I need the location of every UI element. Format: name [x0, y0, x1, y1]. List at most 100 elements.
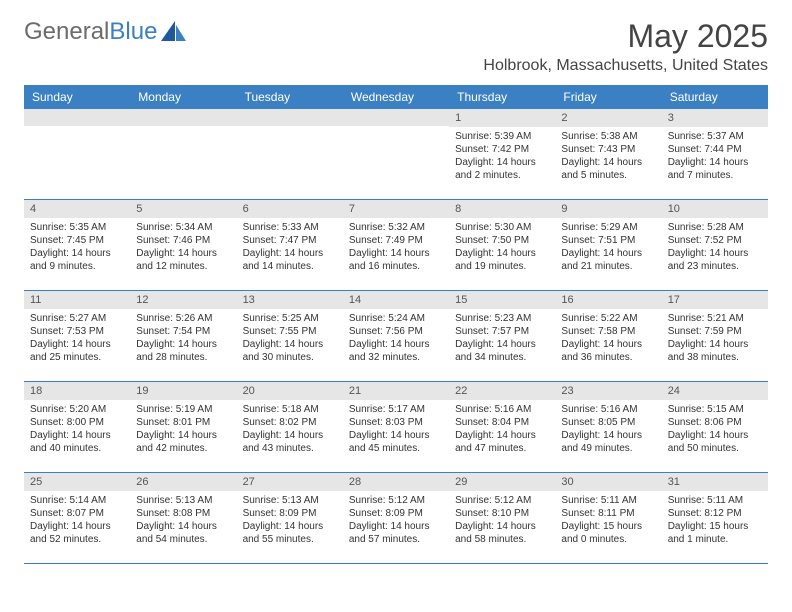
- sunset-line: Sunset: 8:04 PM: [455, 416, 549, 429]
- day-cell: 17Sunrise: 5:21 AMSunset: 7:59 PMDayligh…: [662, 291, 768, 381]
- sunrise-line: Sunrise: 5:24 AM: [349, 312, 443, 325]
- day-cell: 4Sunrise: 5:35 AMSunset: 7:45 PMDaylight…: [24, 200, 130, 290]
- sunset-line: Sunset: 7:58 PM: [561, 325, 655, 338]
- day-cell: 26Sunrise: 5:13 AMSunset: 8:08 PMDayligh…: [130, 473, 236, 563]
- weekday-header: Wednesday: [343, 85, 449, 109]
- daylight-line: Daylight: 14 hours and 7 minutes.: [668, 156, 762, 182]
- sunrise-line: Sunrise: 5:14 AM: [30, 494, 124, 507]
- calendar-page: GeneralBlue May 2025 Holbrook, Massachus…: [0, 0, 792, 612]
- week-row: 1Sunrise: 5:39 AMSunset: 7:42 PMDaylight…: [24, 109, 768, 200]
- sunset-line: Sunset: 7:54 PM: [136, 325, 230, 338]
- daylight-line: Daylight: 14 hours and 49 minutes.: [561, 429, 655, 455]
- day-number: 20: [237, 382, 343, 400]
- daylight-line: Daylight: 14 hours and 40 minutes.: [30, 429, 124, 455]
- sunset-line: Sunset: 7:59 PM: [668, 325, 762, 338]
- sunrise-line: Sunrise: 5:13 AM: [136, 494, 230, 507]
- calendar: SundayMondayTuesdayWednesdayThursdayFrid…: [24, 85, 768, 564]
- daylight-line: Daylight: 14 hours and 55 minutes.: [243, 520, 337, 546]
- sunrise-line: Sunrise: 5:38 AM: [561, 130, 655, 143]
- day-cell: 3Sunrise: 5:37 AMSunset: 7:44 PMDaylight…: [662, 109, 768, 199]
- daylight-line: Daylight: 14 hours and 25 minutes.: [30, 338, 124, 364]
- day-number: 28: [343, 473, 449, 491]
- day-cell: 8Sunrise: 5:30 AMSunset: 7:50 PMDaylight…: [449, 200, 555, 290]
- day-number: 10: [662, 200, 768, 218]
- day-number: 2: [555, 109, 661, 127]
- day-cell: 29Sunrise: 5:12 AMSunset: 8:10 PMDayligh…: [449, 473, 555, 563]
- sail-icon: [161, 21, 187, 43]
- sunset-line: Sunset: 7:45 PM: [30, 234, 124, 247]
- sunrise-line: Sunrise: 5:35 AM: [30, 221, 124, 234]
- sunset-line: Sunset: 7:44 PM: [668, 143, 762, 156]
- sunrise-line: Sunrise: 5:18 AM: [243, 403, 337, 416]
- day-cell: [130, 109, 236, 199]
- daylight-line: Daylight: 14 hours and 50 minutes.: [668, 429, 762, 455]
- daylight-line: Daylight: 14 hours and 5 minutes.: [561, 156, 655, 182]
- day-cell: 19Sunrise: 5:19 AMSunset: 8:01 PMDayligh…: [130, 382, 236, 472]
- day-cell: 7Sunrise: 5:32 AMSunset: 7:49 PMDaylight…: [343, 200, 449, 290]
- daylight-line: Daylight: 14 hours and 54 minutes.: [136, 520, 230, 546]
- daylight-line: Daylight: 14 hours and 14 minutes.: [243, 247, 337, 273]
- weekday-header: Thursday: [449, 85, 555, 109]
- sunset-line: Sunset: 7:46 PM: [136, 234, 230, 247]
- sunset-line: Sunset: 7:49 PM: [349, 234, 443, 247]
- weekday-header: Tuesday: [237, 85, 343, 109]
- sunrise-line: Sunrise: 5:23 AM: [455, 312, 549, 325]
- day-number: 3: [662, 109, 768, 127]
- sunset-line: Sunset: 7:52 PM: [668, 234, 762, 247]
- day-number: 14: [343, 291, 449, 309]
- brand-word1: General: [24, 18, 109, 45]
- day-number: 9: [555, 200, 661, 218]
- daylight-line: Daylight: 14 hours and 28 minutes.: [136, 338, 230, 364]
- day-cell: 14Sunrise: 5:24 AMSunset: 7:56 PMDayligh…: [343, 291, 449, 381]
- daylight-line: Daylight: 14 hours and 52 minutes.: [30, 520, 124, 546]
- sunset-line: Sunset: 8:06 PM: [668, 416, 762, 429]
- sunset-line: Sunset: 8:05 PM: [561, 416, 655, 429]
- sunrise-line: Sunrise: 5:32 AM: [349, 221, 443, 234]
- day-number: 17: [662, 291, 768, 309]
- day-cell: 18Sunrise: 5:20 AMSunset: 8:00 PMDayligh…: [24, 382, 130, 472]
- day-number: 7: [343, 200, 449, 218]
- sunrise-line: Sunrise: 5:20 AM: [30, 403, 124, 416]
- sunrise-line: Sunrise: 5:12 AM: [455, 494, 549, 507]
- daylight-line: Daylight: 14 hours and 42 minutes.: [136, 429, 230, 455]
- daylight-line: Daylight: 14 hours and 47 minutes.: [455, 429, 549, 455]
- day-cell: 2Sunrise: 5:38 AMSunset: 7:43 PMDaylight…: [555, 109, 661, 199]
- day-number: 13: [237, 291, 343, 309]
- sunset-line: Sunset: 8:08 PM: [136, 507, 230, 520]
- weekday-header: Friday: [555, 85, 661, 109]
- title-block: May 2025 Holbrook, Massachusetts, United…: [483, 18, 768, 75]
- sunset-line: Sunset: 7:50 PM: [455, 234, 549, 247]
- day-cell: [24, 109, 130, 199]
- daylight-line: Daylight: 15 hours and 1 minute.: [668, 520, 762, 546]
- daylight-line: Daylight: 14 hours and 2 minutes.: [455, 156, 549, 182]
- day-cell: 23Sunrise: 5:16 AMSunset: 8:05 PMDayligh…: [555, 382, 661, 472]
- day-number: 24: [662, 382, 768, 400]
- day-cell: 31Sunrise: 5:11 AMSunset: 8:12 PMDayligh…: [662, 473, 768, 563]
- sunset-line: Sunset: 7:53 PM: [30, 325, 124, 338]
- sunrise-line: Sunrise: 5:28 AM: [668, 221, 762, 234]
- sunrise-line: Sunrise: 5:17 AM: [349, 403, 443, 416]
- sunset-line: Sunset: 7:55 PM: [243, 325, 337, 338]
- day-cell: 30Sunrise: 5:11 AMSunset: 8:11 PMDayligh…: [555, 473, 661, 563]
- day-number: 30: [555, 473, 661, 491]
- day-cell: 20Sunrise: 5:18 AMSunset: 8:02 PMDayligh…: [237, 382, 343, 472]
- sunrise-line: Sunrise: 5:27 AM: [30, 312, 124, 325]
- sunset-line: Sunset: 7:51 PM: [561, 234, 655, 247]
- day-cell: [343, 109, 449, 199]
- sunset-line: Sunset: 8:09 PM: [243, 507, 337, 520]
- day-number: 25: [24, 473, 130, 491]
- sunrise-line: Sunrise: 5:13 AM: [243, 494, 337, 507]
- sunrise-line: Sunrise: 5:16 AM: [455, 403, 549, 416]
- day-number: 18: [24, 382, 130, 400]
- sunset-line: Sunset: 7:57 PM: [455, 325, 549, 338]
- day-cell: 13Sunrise: 5:25 AMSunset: 7:55 PMDayligh…: [237, 291, 343, 381]
- day-cell: 9Sunrise: 5:29 AMSunset: 7:51 PMDaylight…: [555, 200, 661, 290]
- day-number: [237, 109, 343, 126]
- daylight-line: Daylight: 14 hours and 32 minutes.: [349, 338, 443, 364]
- day-number: [343, 109, 449, 126]
- day-number: 22: [449, 382, 555, 400]
- sunset-line: Sunset: 8:01 PM: [136, 416, 230, 429]
- daylight-line: Daylight: 14 hours and 45 minutes.: [349, 429, 443, 455]
- sunrise-line: Sunrise: 5:30 AM: [455, 221, 549, 234]
- day-number: 5: [130, 200, 236, 218]
